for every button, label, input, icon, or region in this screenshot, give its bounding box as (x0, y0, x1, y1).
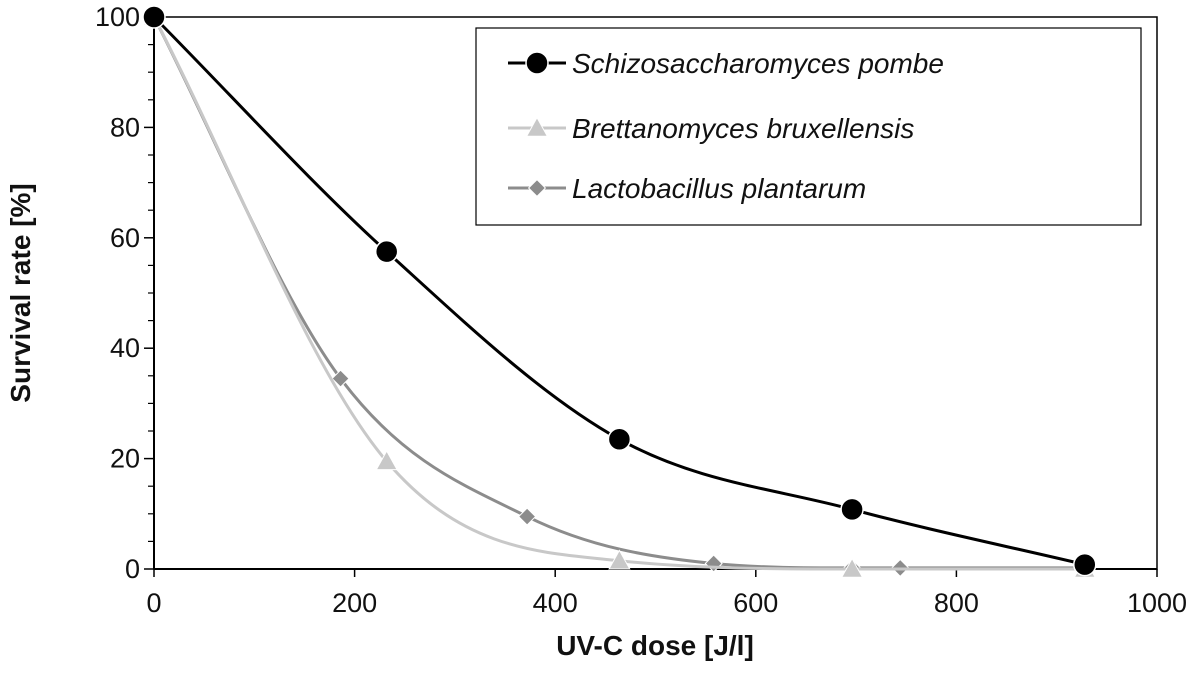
legend-marker (525, 51, 549, 75)
x-tick-label: 200 (332, 588, 377, 618)
data-point (518, 507, 537, 526)
legend-label: Lactobacillus plantarum (572, 173, 866, 204)
legend-label: Schizosaccharomyces pombe (572, 48, 944, 79)
legend-marker (527, 178, 547, 198)
y-tick-label: 80 (110, 112, 140, 142)
data-point (840, 497, 864, 522)
legend: Schizosaccharomyces pombe Brettanomyces b… (475, 27, 1142, 226)
y-tick-label: 0 (125, 554, 140, 584)
data-point (608, 549, 631, 570)
x-tick-label: 1000 (1127, 588, 1187, 618)
series-line (152, 16, 1085, 571)
data-point (142, 5, 166, 29)
legend-box (475, 27, 1142, 226)
data-point (607, 427, 632, 452)
series-line (152, 15, 1086, 567)
data-point (374, 239, 399, 264)
x-axis-title: UV-C dose [J/l] (556, 630, 754, 661)
x-tick-label: 600 (733, 588, 778, 618)
y-tick-label: 20 (110, 444, 140, 474)
data-point (331, 369, 350, 388)
y-axis-title: Survival rate [%] (5, 183, 36, 402)
data-point (1073, 552, 1097, 577)
data-point (375, 449, 398, 471)
legend-marker (525, 116, 549, 137)
x-tick-label: 400 (533, 588, 578, 618)
legend-label: Brettanomyces bruxellensis (572, 113, 914, 144)
x-tick-label: 0 (146, 588, 161, 618)
data-point (840, 557, 864, 578)
series-0 (142, 5, 1097, 577)
y-tick-label: 100 (95, 2, 140, 32)
y-tick-label: 40 (110, 333, 140, 363)
x-tick-label: 800 (934, 588, 979, 618)
series-layer (142, 5, 1097, 578)
y-tick-label: 60 (110, 223, 140, 253)
